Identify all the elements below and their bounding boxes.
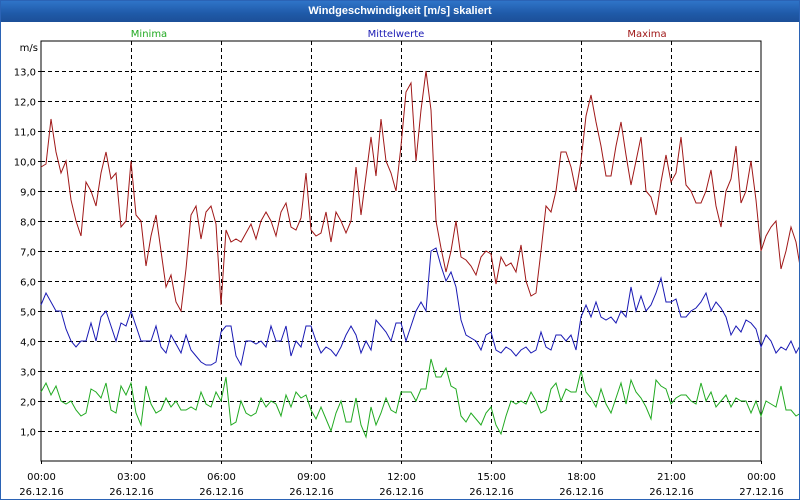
x-tick-time-label: 21:00 [657, 472, 686, 483]
legend-minima: Minima [131, 29, 167, 40]
grid [41, 41, 761, 461]
x-tick-date-label: 26.12.16 [289, 487, 334, 498]
x-tick-time-label: 12:00 [387, 472, 416, 483]
y-tick-label: 2,0 [20, 398, 36, 409]
chart-canvas: 1,0 2,0 3,0 4,0 5,0 6,0 7,0 8,0 9,0 10,0 11,0 12,0 1… [14, 29, 799, 498]
x-tick-date-label: 26.12.16 [469, 487, 514, 498]
series-line-mittelwerte [40, 247, 799, 367]
x-tick-date-label: 27.12.16 [739, 487, 784, 498]
x-tick-date-label: 26.12.16 [379, 487, 424, 498]
x-tick-date-label: 26.12.16 [109, 487, 154, 498]
y-tick-label: 10,0 [14, 158, 36, 169]
x-tick-time-label: 09:00 [297, 472, 326, 483]
series-line-maxima [40, 70, 799, 313]
y-tick-label: 7,0 [20, 248, 36, 259]
y-tick-label: 8,0 [20, 218, 36, 229]
x-tick-time-label: 15:00 [477, 472, 506, 483]
legend: Minima Mittelwerte Maxima [131, 29, 667, 40]
x-tick-time-label: 18:00 [567, 472, 596, 483]
x-tick-time-label: 03:00 [117, 472, 146, 483]
y-axis: 1,0 2,0 3,0 4,0 5,0 6,0 7,0 8,0 9,0 10,0 11,0 12,0 1… [14, 68, 41, 439]
series-line-minima [40, 358, 799, 439]
x-tick-date-label: 26.12.16 [559, 487, 604, 498]
legend-maxima: Maxima [627, 29, 666, 40]
x-tick-time-label: 00:00 [747, 472, 776, 483]
y-axis-label: m/s [20, 43, 38, 54]
y-tick-label: 1,0 [20, 428, 36, 439]
x-tick-date-label: 26.12.16 [19, 487, 64, 498]
x-tick-date-label: 26.12.16 [199, 487, 244, 498]
y-tick-label: 5,0 [20, 308, 36, 319]
y-tick-label: 6,0 [20, 278, 36, 289]
series-lines [40, 70, 799, 439]
x-axis: 00:00 26.12.16 03:00 26.12.16 06:00 26.12.16 0… [19, 461, 784, 498]
y-tick-label: 12,0 [14, 98, 36, 109]
y-tick-label: 13,0 [14, 68, 36, 79]
y-tick-label: 9,0 [20, 188, 36, 199]
y-tick-label: 3,0 [20, 368, 36, 379]
chart-title: Windgeschwindigkeit [m/s] skaliert [1, 1, 799, 22]
x-tick-time-label: 06:00 [207, 472, 236, 483]
x-tick-date-label: 26.12.16 [649, 487, 694, 498]
y-tick-label: 4,0 [20, 338, 36, 349]
legend-mittelwerte: Mittelwerte [368, 29, 425, 40]
y-tick-label: 11,0 [14, 128, 36, 139]
x-tick-time-label: 00:00 [27, 472, 56, 483]
